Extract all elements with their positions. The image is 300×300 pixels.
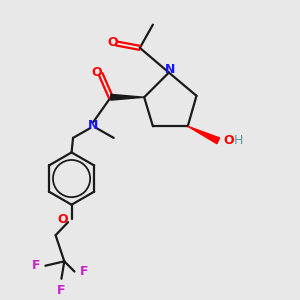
- Text: O: O: [107, 36, 118, 49]
- Text: H: H: [234, 134, 244, 147]
- Text: O: O: [224, 134, 234, 147]
- Polygon shape: [111, 94, 144, 100]
- Text: N: N: [165, 63, 175, 76]
- Text: F: F: [57, 284, 66, 297]
- Polygon shape: [188, 126, 220, 144]
- Text: O: O: [58, 213, 68, 226]
- Text: F: F: [80, 265, 88, 278]
- Text: N: N: [88, 119, 98, 132]
- Text: F: F: [32, 259, 40, 272]
- Text: O: O: [91, 66, 102, 79]
